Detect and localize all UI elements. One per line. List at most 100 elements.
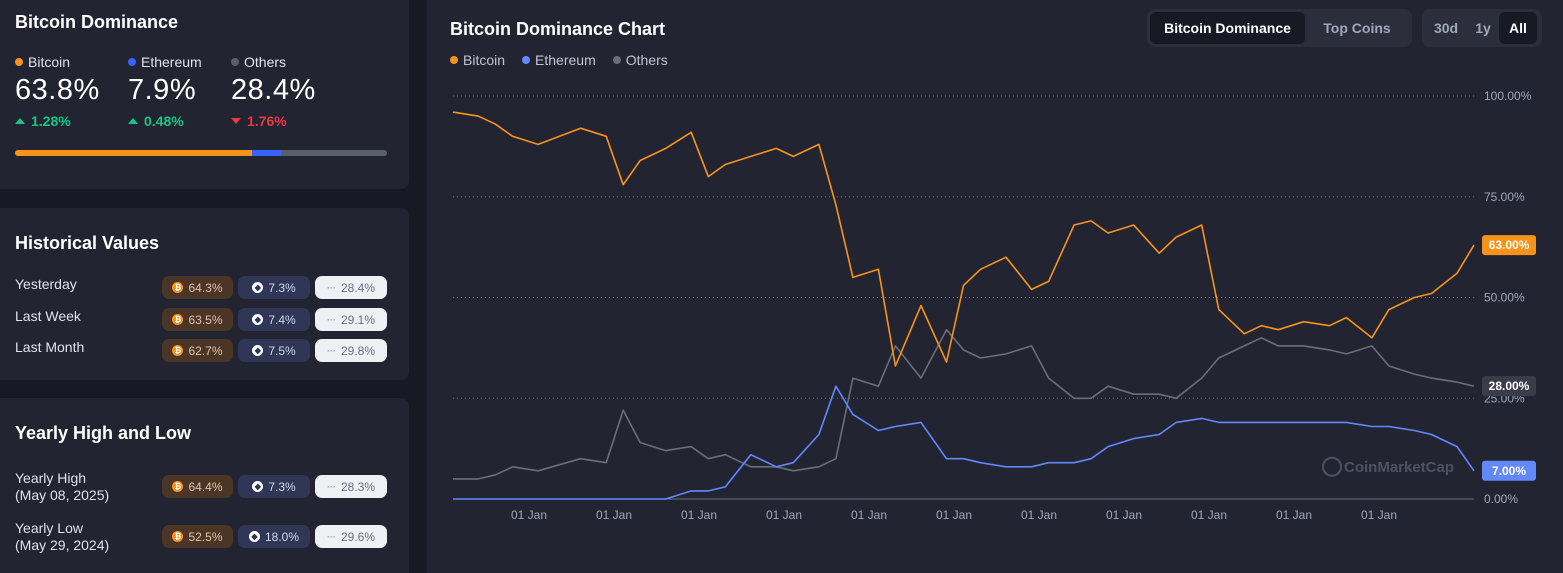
btc-value: 52.5% [188,529,223,544]
x-tick-label: 01 Jan [511,508,547,522]
eth-value: 7.3% [268,479,296,494]
yearly-high-low-card: Yearly High and Low Yearly High (May 08, … [0,398,409,573]
dominance-others-value: 28.4% [231,74,316,106]
bitcoin-icon: ₿ [172,481,184,492]
dominance-chart: CoinMarketCap0.00%25.00%50.00%75.00%100.… [452,89,1536,522]
ellipsis-icon: ··· [326,531,336,542]
eth-pill: ◆ 7.5% [238,339,310,362]
dominance-ethereum-value: 7.9% [128,74,197,106]
y-tick-label: 75.00% [1484,190,1525,204]
others-pill: ··· 29.8% [315,339,387,362]
dominance-others: Others 28.4% 1.76% [231,54,316,129]
value-tag-others [1482,376,1536,397]
dominance-ethereum-change: 0.48% [144,113,184,129]
others-pill: ··· 29.1% [315,308,387,331]
dominance-card: Bitcoin Dominance Bitcoin 63.8% 1.28% Et… [0,0,409,189]
others-value: 29.1% [340,312,376,327]
ethereum-icon: ◆ [252,282,264,293]
x-tick-label: 01 Jan [851,508,887,522]
others-dot-icon [612,56,621,64]
y-tick-label: 50.00% [1484,291,1525,305]
others-dot-icon [231,58,239,66]
ethereum-icon: ◆ [252,345,264,356]
eth-value: 7.4% [268,312,296,327]
dominance-bar-others [281,150,387,156]
historical-row: Last Week ₿ 63.5% ◆ 7.4% ··· 29.1% [15,308,387,332]
legend-item-bitcoin[interactable]: Bitcoin [450,52,505,68]
chart-title: Bitcoin Dominance Chart [450,19,666,39]
dominance-bitcoin-change: 1.28% [31,113,71,129]
others-pill: ··· 29.6% [315,525,387,548]
tab-bitcoin-dominance[interactable]: Bitcoin Dominance [1150,12,1305,44]
y-tick-label: 0.00% [1484,492,1518,506]
tab-top-coins[interactable]: Top Coins [1323,20,1391,36]
value-tag-label: 28.00% [1489,379,1530,393]
historical-row-label: Last Week [15,308,81,324]
eth-value: 7.3% [268,280,296,295]
others-value: 28.3% [340,479,376,494]
x-tick-label: 01 Jan [766,508,802,522]
eth-value: 18.0% [264,529,300,544]
x-tick-label: 01 Jan [1361,508,1397,522]
x-tick-label: 01 Jan [596,508,632,522]
ethereum-dot-icon [128,58,136,66]
value-tag-ethereum [1482,460,1536,481]
dominance-others-change: 1.76% [247,113,287,129]
ethereum-icon: ◆ [252,481,264,492]
btc-pill: ₿ 64.4% [162,475,233,498]
value-tag-label: 63.00% [1489,238,1530,252]
ellipsis-icon: ··· [326,345,336,356]
legend-item-others[interactable]: Others [612,52,668,68]
series-line-bitcoin [452,111,1475,367]
bitcoin-icon: ₿ [172,282,184,293]
range-30d[interactable]: 30d [1433,20,1459,36]
btc-pill: ₿ 64.3% [162,276,233,299]
yearly-row-date: (May 29, 2024) [15,537,110,553]
bitcoin-icon: ₿ [172,345,184,356]
eth-pill: ◆ 7.3% [238,276,310,299]
x-tick-label: 01 Jan [1021,508,1057,522]
others-pill: ··· 28.3% [315,475,387,498]
legend-label: Bitcoin [463,52,506,68]
range-all[interactable]: All [1499,12,1537,44]
btc-value: 64.3% [188,280,223,295]
eth-pill: ◆ 18.0% [238,525,310,548]
watermark: CoinMarketCap [1344,459,1454,476]
y-tick-label: 100.00% [1484,89,1532,103]
dominance-others-label: Others [244,54,287,70]
ellipsis-icon: ··· [326,481,336,492]
chart-legend: Bitcoin Ethereum Others [450,52,668,68]
btc-value: 63.5% [188,312,223,327]
x-tick-label: 01 Jan [1276,508,1312,522]
bitcoin-icon: ₿ [172,531,184,542]
legend-label: Others [625,52,668,68]
btc-value: 64.4% [188,479,223,494]
dominance-title: Bitcoin Dominance [15,12,179,32]
dominance-bitcoin: Bitcoin 63.8% 1.28% [15,54,100,129]
ethereum-icon: ◆ [252,314,264,325]
x-tick-label: 01 Jan [681,508,717,522]
yearly-row: Yearly High (May 08, 2025) ₿ 64.4% ◆ 7.3% ·… [15,470,387,506]
value-tag-label: 7.00% [1492,464,1526,478]
historical-row: Last Month ₿ 62.7% ◆ 7.5% ··· 29.8% [15,339,387,363]
yearly-row-label: Yearly High [15,470,87,486]
legend-item-ethereum[interactable]: Ethereum [522,52,596,68]
ellipsis-icon: ··· [326,282,336,293]
chart-view-toggle: Bitcoin Dominance Top Coins [1147,9,1412,47]
dominance-bitcoin-label: Bitcoin [28,54,71,70]
historical-row-label: Yesterday [15,276,77,292]
x-tick-label: 01 Jan [1106,508,1142,522]
historical-values-card: Historical Values Yesterday ₿ 64.3% ◆ 7.3%… [0,208,409,380]
range-1y[interactable]: 1y [1475,20,1491,36]
x-tick-label: 01 Jan [936,508,972,522]
eth-pill: ◆ 7.4% [238,308,310,331]
arrow-up-icon [128,118,138,124]
yearly-title: Yearly High and Low [15,423,192,443]
btc-value: 62.7% [188,343,223,358]
ethereum-dot-icon [522,56,531,64]
series-line-others [453,328,1475,480]
others-value: 29.8% [340,343,376,358]
dominance-progress-bar [15,150,387,156]
eth-value: 7.5% [268,343,296,358]
btc-pill: ₿ 62.7% [162,339,233,362]
